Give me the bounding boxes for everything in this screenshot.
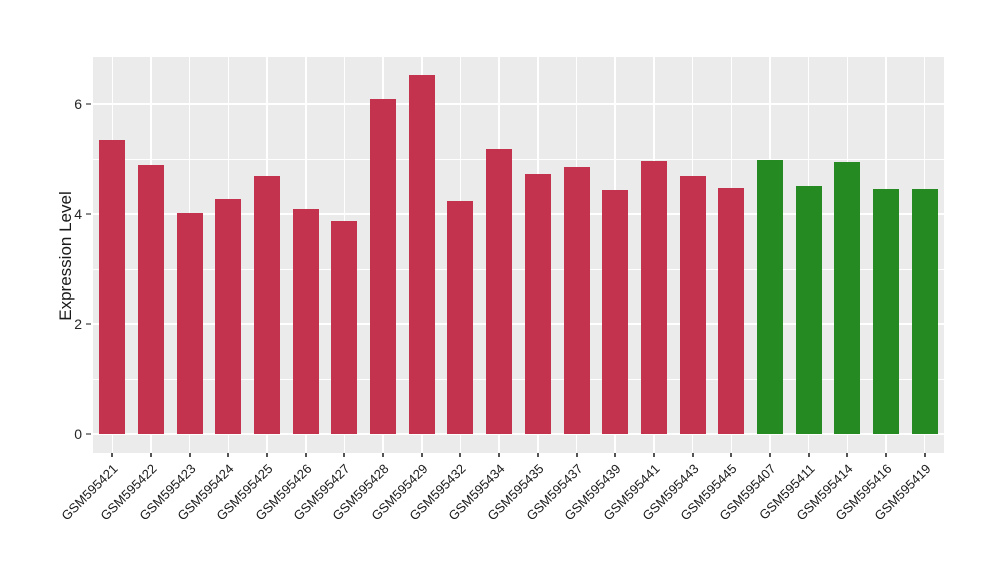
x-tick-mark — [266, 453, 269, 457]
bar-GSM595428 — [370, 99, 397, 434]
x-tick-mark — [150, 453, 153, 457]
x-tick-mark — [382, 453, 385, 457]
bar-GSM595423 — [176, 213, 203, 434]
y-tick-mark — [86, 433, 91, 435]
bar-GSM595424 — [215, 199, 242, 434]
x-tick-mark — [846, 453, 849, 457]
bar-GSM595422 — [138, 165, 165, 434]
bar-GSM595425 — [254, 175, 281, 434]
y-axis-title: Expression Level — [56, 191, 75, 321]
x-tick-mark — [807, 453, 810, 457]
bar-GSM595407 — [756, 159, 783, 434]
x-tick-mark — [459, 453, 462, 457]
bar-GSM595441 — [640, 161, 667, 434]
x-tick-mark — [614, 453, 617, 457]
x-tick-mark — [227, 453, 230, 457]
gridline-minor — [93, 268, 944, 270]
gridline-major — [93, 433, 944, 435]
gridline-major — [93, 213, 944, 215]
bar-GSM595432 — [447, 201, 474, 434]
bar-GSM595419 — [911, 189, 938, 434]
y-tick-label: 6 — [74, 96, 82, 112]
gridline-minor — [93, 378, 944, 380]
x-tick-mark — [730, 453, 733, 457]
bar-GSM595421 — [99, 139, 126, 434]
bar-GSM595435 — [524, 174, 551, 434]
x-tick-mark — [536, 453, 539, 457]
bar-GSM595429 — [408, 74, 435, 434]
x-tick-mark — [884, 453, 887, 457]
x-tick-mark — [768, 453, 771, 457]
x-tick-mark — [923, 453, 926, 457]
bar-GSM595414 — [834, 161, 861, 434]
x-tick-mark — [498, 453, 501, 457]
gridline-minor — [93, 158, 944, 160]
x-tick-mark — [304, 453, 307, 457]
y-tick-mark — [86, 103, 91, 105]
bar-GSM595434 — [486, 149, 513, 434]
bar-GSM595437 — [563, 167, 590, 434]
y-tick-mark — [86, 213, 91, 215]
gridline-major — [93, 103, 944, 105]
bar-GSM595439 — [602, 189, 629, 434]
bar-GSM595443 — [679, 175, 706, 434]
bar-GSM595411 — [795, 185, 822, 434]
bar-GSM595427 — [331, 221, 358, 434]
x-tick-mark — [188, 453, 191, 457]
gridline-major — [93, 323, 944, 325]
plot-panel — [93, 57, 944, 453]
bar-GSM595416 — [872, 189, 899, 434]
y-tick-label: 2 — [74, 316, 82, 332]
x-tick-mark — [691, 453, 694, 457]
bar-GSM595445 — [718, 188, 745, 434]
y-tick-label: 4 — [74, 206, 82, 222]
x-tick-mark — [575, 453, 578, 457]
x-tick-mark — [420, 453, 423, 457]
bar-GSM595426 — [292, 209, 319, 434]
x-tick-mark — [111, 453, 114, 457]
y-tick-mark — [86, 323, 91, 325]
y-tick-label: 0 — [74, 426, 82, 442]
x-tick-mark — [652, 453, 655, 457]
x-tick-mark — [343, 453, 346, 457]
